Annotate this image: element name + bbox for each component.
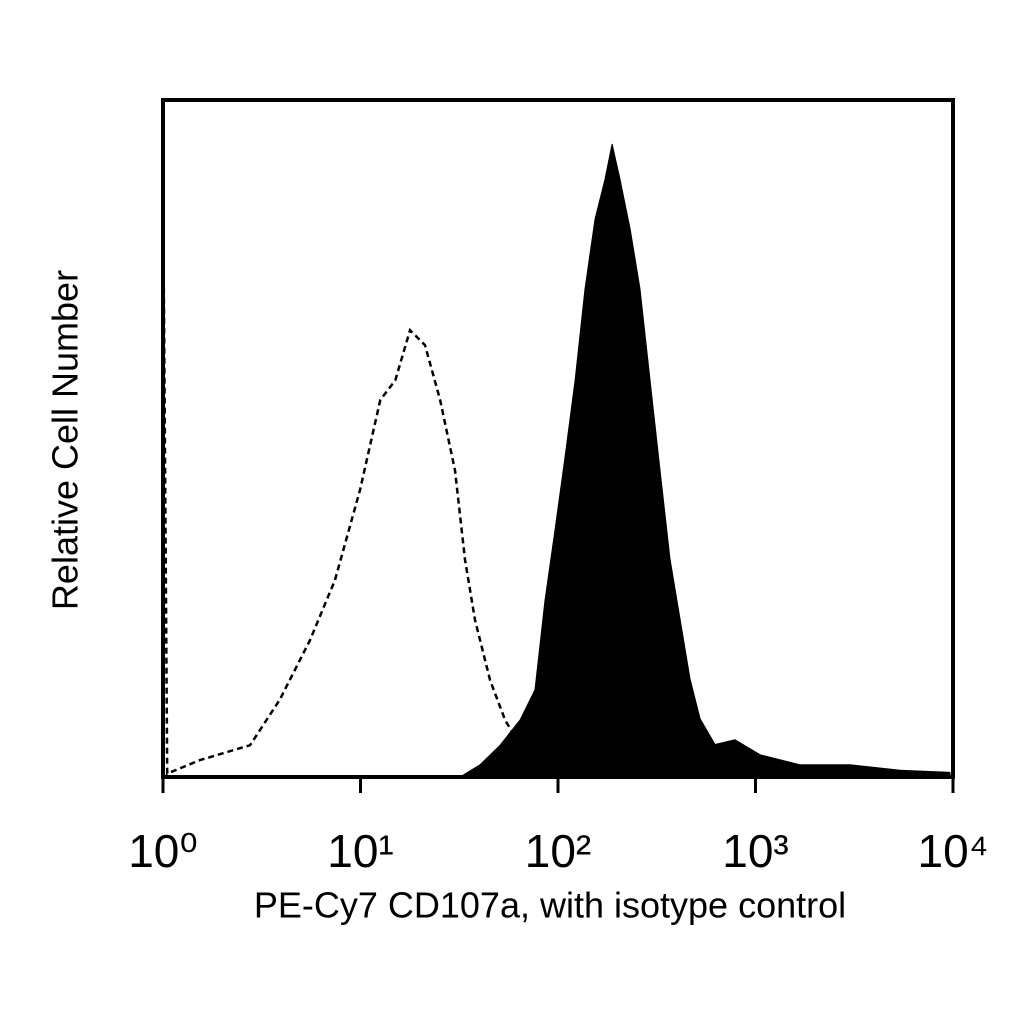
x-tick-label: 10¹ [327, 825, 393, 877]
x-tick-label: 10⁰ [128, 825, 198, 877]
y-axis-label: Relative Cell Number [45, 270, 86, 610]
histogram-dashed [161, 167, 561, 777]
x-axis-label: PE-Cy7 CD107a, with isotype control [254, 885, 846, 926]
x-tick-label: 10³ [722, 825, 788, 877]
x-tick-label: 10⁴ [918, 825, 989, 877]
x-tick-label: 10² [525, 825, 591, 877]
histogram-filled [458, 143, 951, 778]
